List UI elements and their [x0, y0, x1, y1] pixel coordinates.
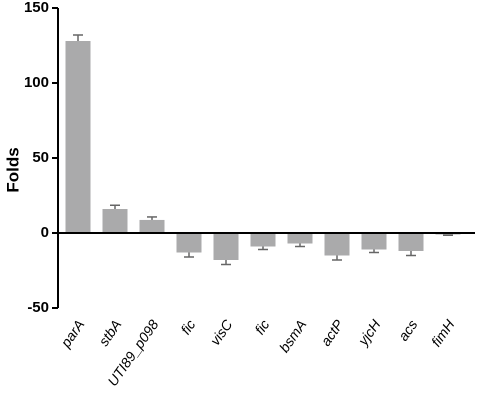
x-tick-label: actP	[317, 316, 347, 349]
x-tick-label: visC	[207, 316, 236, 348]
x-tick-label: parA	[57, 317, 88, 351]
x-tick-label: fimH	[428, 316, 458, 349]
y-tick-label: -50	[27, 299, 49, 316]
y-tick-label: 50	[32, 149, 49, 166]
error-bar	[332, 255, 342, 261]
error-bar	[184, 252, 194, 258]
x-tick-label: yjcH	[354, 316, 384, 349]
bar	[102, 209, 128, 233]
x-tick-label: bsmA	[276, 317, 310, 356]
error-bar	[147, 216, 157, 220]
bar	[250, 233, 276, 247]
bar	[139, 219, 165, 233]
bar	[361, 233, 387, 250]
error-bar	[258, 246, 268, 251]
bar	[213, 233, 239, 260]
error-bar	[295, 243, 305, 248]
error-bar	[110, 204, 120, 209]
x-tick-label: stbA	[95, 317, 124, 349]
x-tick-label: fic	[177, 317, 198, 338]
y-axis-label: Folds	[3, 147, 22, 192]
error-bar	[73, 34, 83, 41]
y-tick-label: 150	[24, 0, 49, 16]
error-bar	[369, 249, 379, 254]
bar	[398, 233, 424, 251]
y-tick-label: 0	[41, 224, 49, 241]
x-tick-label: fic	[251, 317, 272, 338]
bar	[176, 233, 202, 253]
x-tick-label: acs	[395, 317, 421, 344]
bar	[65, 41, 91, 233]
error-bar	[443, 234, 453, 236]
error-bar	[221, 260, 231, 266]
error-bar	[406, 251, 416, 257]
y-tick-label: 100	[24, 74, 49, 91]
bar	[324, 233, 350, 256]
bar	[287, 233, 313, 244]
